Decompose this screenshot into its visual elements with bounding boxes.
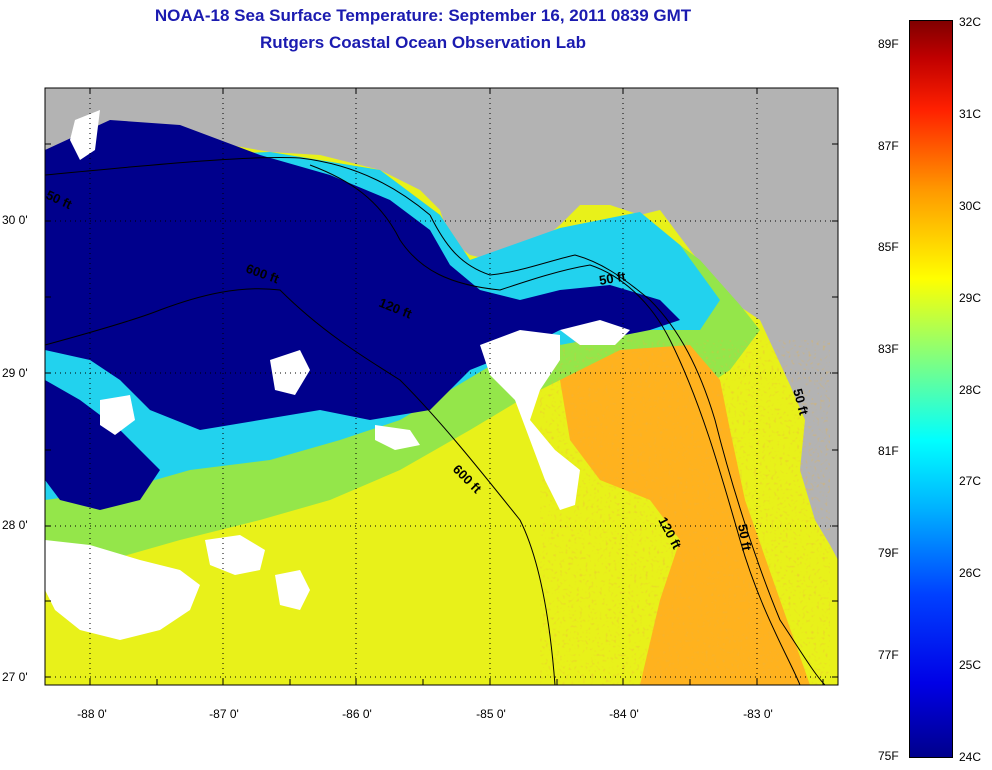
colorbar-label-30c: 30C xyxy=(959,199,982,213)
cold-water-patch xyxy=(45,380,160,510)
colorbar-label-25c: 25C xyxy=(959,658,982,672)
depth-contours xyxy=(45,156,826,685)
title-line-1: NOAA-18 Sea Surface Temperature: Septemb… xyxy=(154,6,692,25)
warm-speckle xyxy=(540,340,830,685)
colorbar-label-27c: 27C xyxy=(959,474,982,488)
lon-label-86: -86 0' xyxy=(342,707,372,721)
colorbar-label-28c: 28C xyxy=(959,383,982,397)
lon-label-87: -87 0' xyxy=(209,707,239,721)
lat-label-29: 29 0' xyxy=(2,366,28,380)
colorbar-label-32c: 32C xyxy=(959,15,982,29)
colorbar-label-31c: 31C xyxy=(959,107,982,121)
lat-label-28: 28 0' xyxy=(2,518,28,532)
lat-label-30: 30 0' xyxy=(2,213,28,227)
colorbar-label-81f: 81F xyxy=(878,444,899,458)
cloud-areas xyxy=(45,110,630,640)
colorbar-label-24c: 24C xyxy=(959,750,982,764)
lon-label-85: -85 0' xyxy=(476,707,506,721)
lat-label-27: 27 0' xyxy=(2,670,28,684)
graticule xyxy=(45,88,838,685)
title-line-2: Rutgers Coastal Ocean Observation Lab xyxy=(260,33,586,52)
colorbar-label-75f: 75F xyxy=(878,749,899,763)
contour-label-50ft-south: 50 ft xyxy=(735,523,755,553)
colorbar-label-85f: 85F xyxy=(878,240,899,254)
colorbar-label-83f: 83F xyxy=(878,342,899,356)
lon-label-88: -88 0' xyxy=(77,707,107,721)
colorbar-label-87f: 87F xyxy=(878,139,899,153)
map-frame xyxy=(44,87,839,686)
colorbar-label-89f: 89F xyxy=(878,37,899,51)
colorbar-label-26c: 26C xyxy=(959,566,982,580)
contour-label-50ft-bigbend: 50 ft xyxy=(598,268,628,288)
contour-label-50ft-coast: 50 ft xyxy=(790,387,812,417)
axis-ticks xyxy=(45,88,838,685)
lon-label-83: -83 0' xyxy=(743,707,773,721)
lon-label-84: -84 0' xyxy=(609,707,639,721)
temperature-colorbar xyxy=(909,20,953,758)
cold-water xyxy=(45,120,680,430)
colorbar-label-77f: 77F xyxy=(878,648,899,662)
colorbar-label-79f: 79F xyxy=(878,546,899,560)
colorbar-label-29c: 29C xyxy=(959,291,982,305)
